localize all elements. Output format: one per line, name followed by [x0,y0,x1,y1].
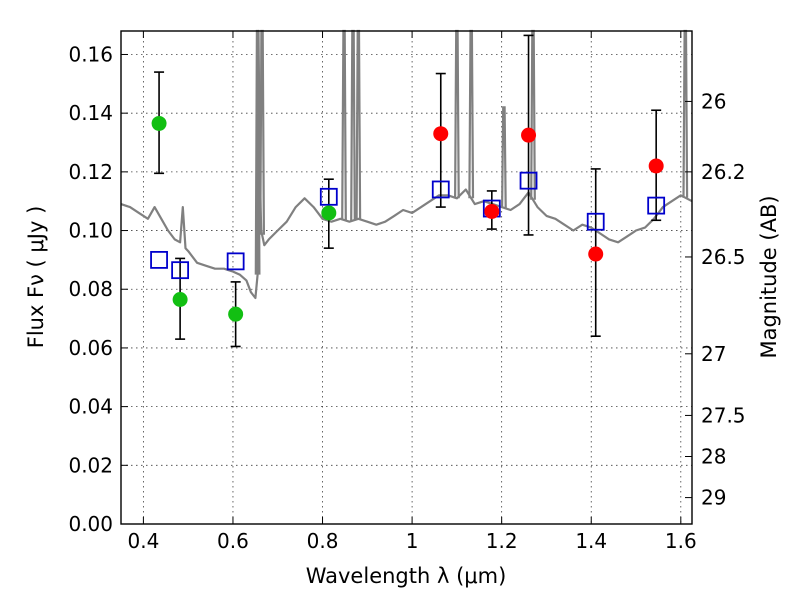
y-axis-label: Flux Fν ( μJy ) [24,206,48,349]
x-tick-label: 1.4 [575,529,607,553]
spectrum-spike [530,29,536,200]
y-tick-label: 0.08 [68,277,113,301]
observed-red-point [648,158,664,174]
x-tick-label: 0.6 [217,529,249,553]
model-square-point [226,252,245,271]
right-tick-label: 26 [701,89,726,113]
right-axis-label: Magnitude (AB) [757,195,781,358]
x-tick-label: 0.4 [127,529,159,553]
y-tick-label: 0.02 [68,453,113,477]
observed-red-point [433,126,449,142]
observed-red-point [521,127,537,143]
spectrum-line [120,29,693,300]
y-tick-label: 0.14 [68,101,113,125]
model-square-point [150,250,168,269]
observed-green-point [172,292,188,308]
observed-green-point [321,205,337,221]
model-square-point [586,212,605,231]
model-square-point [647,196,666,215]
spectrum-spike [468,29,475,199]
right-tick-label: 29 [701,486,726,510]
model-square-point [319,187,338,206]
x-axis-label: Wavelength λ (μm) [306,564,507,588]
spectrum-spike [350,29,356,221]
y-tick-label: 0.12 [68,160,113,184]
model-square-point [519,171,538,190]
data-markers [150,115,666,322]
observed-red-point [484,203,500,219]
spectrum-spike [682,29,689,198]
observed-red-point [588,246,604,262]
model-spectrum [120,29,693,300]
spectrum-spike [355,29,362,219]
tick-labels: 0.4 0.6 0.8 1 1.2 1.4 1.6 0.00 0.02 0.04 0.06 0.08 0… [68,42,745,553]
y-tick-label: 0.04 [68,395,113,419]
y-tick-label: 0.16 [68,42,113,66]
x-tick-label: 1.6 [665,529,697,553]
x-tick-label: 1.2 [486,529,518,553]
y-tick-label: 0.10 [68,219,113,243]
x-tick-label: 0.8 [307,529,339,553]
spectrum-spike [501,106,507,208]
grid [121,31,692,525]
x-tick-label: 1 [406,529,419,553]
error-bars [154,34,662,348]
spectrum-spike [454,29,460,199]
y-tick-label: 0.06 [68,336,113,360]
right-tick-label: 27 [701,342,726,366]
model-square-point [431,180,450,199]
model-square-point [171,261,190,280]
spectrum-spike [341,29,347,221]
right-tick-label: 28 [701,445,726,469]
axis-ticks [121,31,692,525]
right-tick-label: 27.5 [701,403,746,427]
plot-frame [120,30,693,525]
right-tick-label: 26.2 [701,160,746,184]
observed-green-point [228,306,244,322]
right-tick-label: 26.5 [701,245,746,269]
spectrum-spike [259,29,265,235]
y-tick-label: 0.00 [68,512,113,536]
observed-green-point [151,115,167,131]
